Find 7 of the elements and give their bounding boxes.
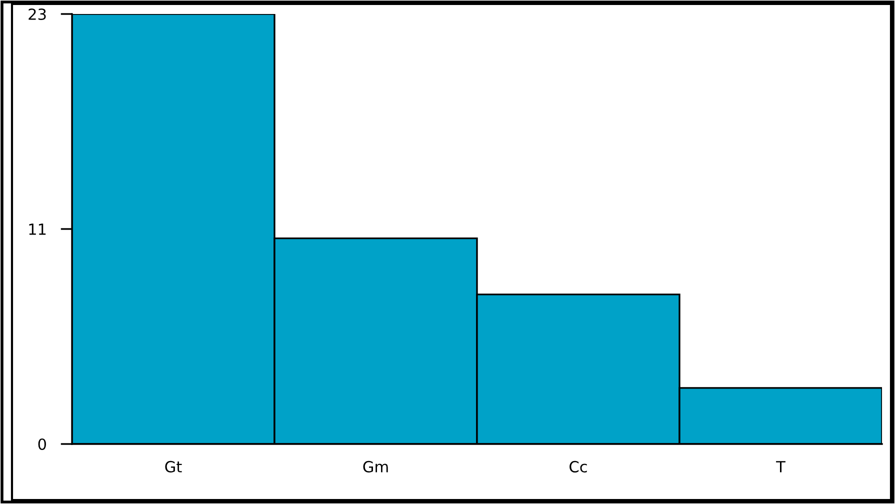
y-tick-label: 0 xyxy=(38,438,46,450)
x-tick-label: Gm xyxy=(363,460,388,472)
x-tick-label: Gt xyxy=(165,460,182,472)
y-tick-label: 23 xyxy=(28,8,46,20)
x-tick-label: T xyxy=(776,461,786,472)
x-tick-label: Cc xyxy=(570,460,587,472)
y-tick-label: 11 xyxy=(29,224,46,235)
